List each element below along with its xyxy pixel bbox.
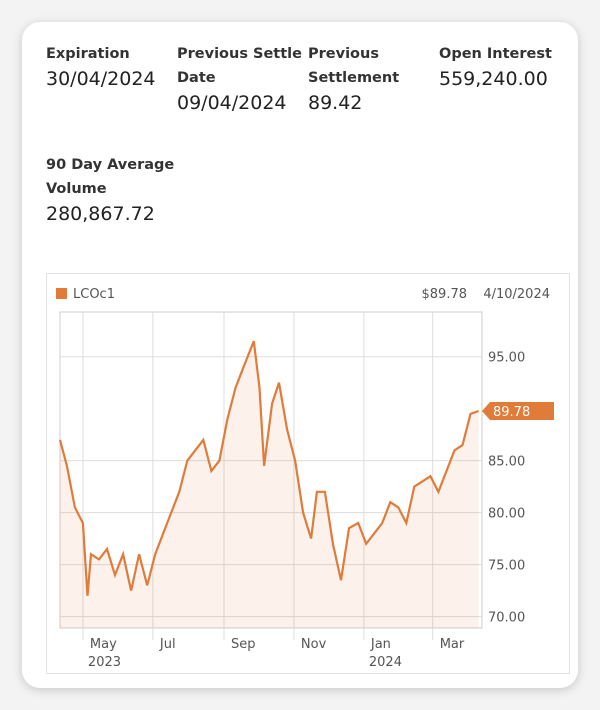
plot-area (59, 311, 483, 629)
stat-value: 09/04/2024 (177, 92, 287, 114)
stat-value: 30/04/2024 (46, 68, 156, 90)
price-line (58, 340, 479, 596)
stat-label: Open Interest (439, 46, 552, 62)
header-price: $89.78 (422, 287, 468, 302)
stat: 90 Day Average Volume 280,867.72 (46, 153, 186, 227)
card: Expiration 30/04/2024 Previous Settle Date… (22, 22, 578, 688)
area-fill (60, 341, 479, 628)
y-tick-label: 85.00 (488, 455, 525, 470)
chart-box: 70.00 75.00 80.00 85.00 95.00 May Jul Sep Nov Jan… (46, 273, 570, 674)
stat-value: 280,867.72 (46, 203, 155, 225)
x-tick-label: May (90, 637, 117, 652)
legend-label: LCOc1 (73, 287, 115, 302)
stat-value: 559,240.00 (439, 68, 548, 90)
x-tick-label: Jul (159, 637, 176, 652)
stat: Open Interest 559,240.00 (439, 42, 567, 92)
stat-value: 89.42 (308, 92, 363, 114)
stat: Previous Settlement 89.42 (308, 42, 436, 116)
stat: Previous Settle Date 09/04/2024 (177, 42, 305, 116)
chart: 70.00 75.00 80.00 85.00 95.00 May Jul Sep Nov Jan… (56, 287, 554, 670)
x-year-label: 2024 (369, 655, 402, 670)
y-tick-label: 75.00 (488, 559, 525, 574)
stat-label: Previous Settle Date (177, 46, 302, 86)
y-tick-label: 95.00 (488, 351, 525, 366)
y-tick-label: 80.00 (488, 507, 525, 522)
y-tick-label: 70.00 (488, 611, 525, 626)
stat-label: Expiration (46, 46, 130, 62)
stat-label: 90 Day Average Volume (46, 157, 175, 197)
x-year-label: 2023 (88, 655, 121, 670)
price-tag (482, 401, 554, 420)
legend-swatch (56, 288, 67, 299)
price-tag-label: 89.78 (493, 405, 530, 420)
stat-label: Previous Settlement (308, 46, 400, 86)
x-tick-label: Jan (370, 637, 391, 652)
x-tick-label: Sep (231, 637, 256, 652)
x-tick-label: Nov (301, 637, 327, 652)
stat: Expiration 30/04/2024 (46, 42, 174, 92)
header-date: 4/10/2024 (483, 287, 550, 302)
x-tick-label: Mar (440, 637, 465, 652)
